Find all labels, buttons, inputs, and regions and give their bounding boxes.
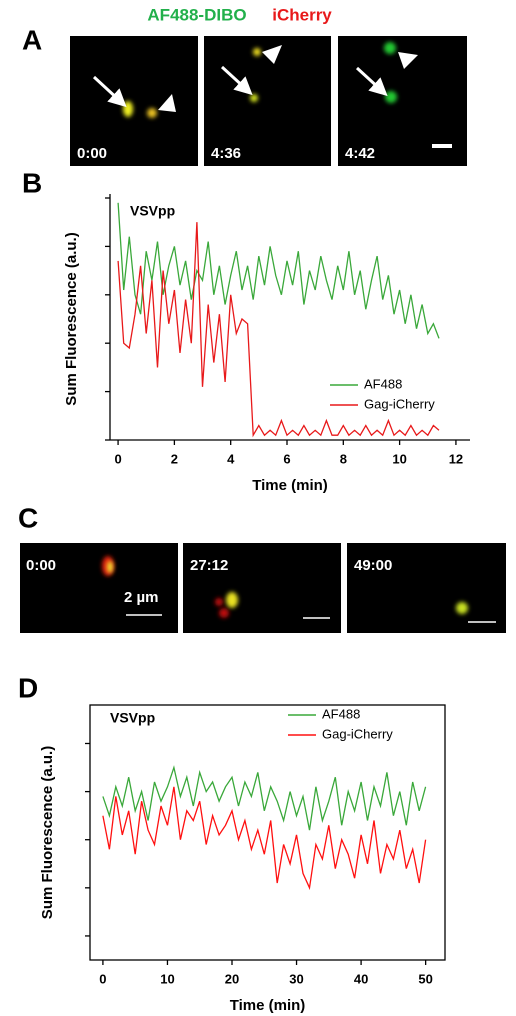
data-line bbox=[102, 786, 427, 891]
timestamp: 4:42 bbox=[345, 145, 375, 162]
x-tick-label: 10 bbox=[160, 971, 174, 986]
x-tick-label: 50 bbox=[418, 971, 432, 986]
data-line bbox=[117, 202, 440, 339]
x-tick-label: 6 bbox=[283, 451, 290, 466]
chart: 0 2 4 6 8 10 12 Time (min) Sum Fluorescence (a.u… bbox=[63, 194, 470, 494]
panel-label: A bbox=[22, 24, 42, 55]
timestamp: 0:00 bbox=[26, 557, 56, 574]
x-tick-label: 10 bbox=[392, 451, 406, 466]
channel-label: iCherry bbox=[272, 5, 332, 24]
micrograph: 0:00 bbox=[70, 36, 198, 166]
legend-label: AF488 bbox=[322, 706, 360, 721]
legend-label: Gag-iCherry bbox=[322, 726, 393, 741]
timestamp: 0:00 bbox=[77, 145, 107, 162]
plot-frame bbox=[89, 704, 446, 961]
legend-label: Gag-iCherry bbox=[364, 396, 435, 411]
x-tick-label: 12 bbox=[449, 451, 463, 466]
x-tick-label: 0 bbox=[114, 451, 121, 466]
x-tick-label: 0 bbox=[99, 971, 106, 986]
micrograph: 49:00 bbox=[347, 543, 506, 633]
x-axis-label: Time (min) bbox=[230, 997, 306, 1014]
x-tick-label: 20 bbox=[225, 971, 239, 986]
x-tick-label: 30 bbox=[289, 971, 303, 986]
micrograph: 27:12 bbox=[183, 543, 341, 633]
annotation: VSVpp bbox=[130, 203, 175, 219]
annotation: VSVpp bbox=[110, 710, 155, 726]
y-axis-label: Sum Fluorescence (a.u.) bbox=[39, 746, 56, 919]
x-tick-label: 8 bbox=[340, 451, 347, 466]
chart: 0 10 20 30 40 50 Time (min) Sum Fluorescence (a… bbox=[39, 704, 446, 1014]
micrograph: 0:00 2 µm bbox=[20, 543, 178, 633]
panel-label: B bbox=[22, 167, 42, 198]
legend-label: AF488 bbox=[364, 376, 402, 391]
timestamp: 4:36 bbox=[211, 145, 241, 162]
x-axis-label: Time (min) bbox=[252, 477, 328, 494]
micrograph: 4:36 bbox=[204, 36, 331, 166]
y-axis-label: Sum Fluorescence (a.u.) bbox=[63, 232, 80, 405]
data-line bbox=[117, 222, 440, 438]
x-tick-label: 40 bbox=[354, 971, 368, 986]
x-tick-label: 4 bbox=[227, 451, 235, 466]
timestamp: 27:12 bbox=[190, 557, 228, 574]
scale-label: 2 µm bbox=[124, 589, 159, 606]
panel-label: C bbox=[18, 502, 38, 533]
micrograph: 4:42 bbox=[338, 36, 467, 166]
timestamp: 49:00 bbox=[354, 557, 392, 574]
data-line bbox=[102, 765, 427, 831]
panel-label: D bbox=[18, 672, 38, 703]
x-tick-label: 2 bbox=[171, 451, 178, 466]
channel-label: AF488-DIBO bbox=[147, 5, 246, 24]
